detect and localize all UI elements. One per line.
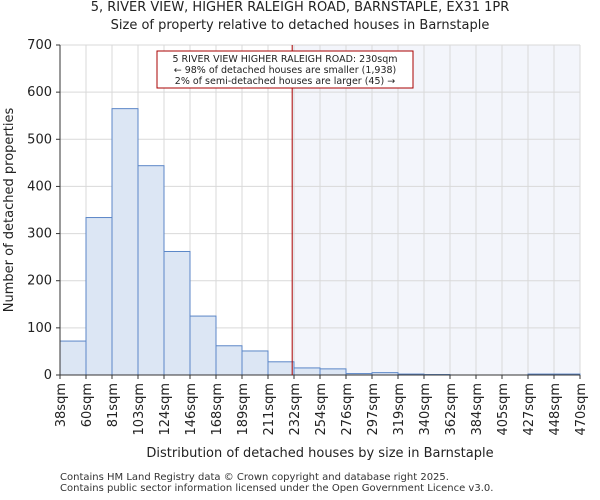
annotation-box — [156, 50, 414, 89]
x-tick-label: 427sqm — [522, 383, 537, 436]
x-tick-label: 232sqm — [288, 383, 303, 436]
x-tick-label: 319sqm — [392, 383, 407, 436]
y-tick-label: 400 — [27, 179, 52, 194]
x-tick-label: 297sqm — [366, 383, 381, 436]
y-axis-label: Number of detached properties — [2, 108, 17, 313]
histogram-bar — [319, 368, 347, 376]
x-tick-label: 103sqm — [132, 383, 147, 436]
x-tick-label: 38sqm — [54, 383, 69, 427]
histogram-bar — [215, 345, 243, 376]
x-tick-label: 168sqm — [210, 383, 225, 436]
x-tick-label: 81sqm — [106, 383, 121, 427]
y-tick-label: 600 — [27, 85, 52, 100]
y-tick-label: 300 — [27, 227, 52, 242]
x-tick-label: 146sqm — [184, 383, 199, 436]
x-tick-label: 362sqm — [444, 383, 459, 436]
chart-title: 5, RIVER VIEW, HIGHER RALEIGH ROAD, BARN… — [90, 0, 510, 15]
x-tick-label: 124sqm — [158, 383, 173, 436]
histogram-bar — [189, 315, 217, 376]
footer-line-2: Contains public sector information licen… — [60, 483, 494, 494]
larger-region-shade — [292, 45, 580, 375]
histogram-bar — [59, 340, 87, 376]
annotation-line-1: 5 RIVER VIEW HIGHER RALEIGH ROAD: 230sqm — [172, 54, 397, 65]
histogram-bar — [137, 165, 165, 376]
chart-subtitle: Size of property relative to detached ho… — [110, 18, 490, 33]
histogram-bar — [85, 217, 113, 376]
x-axis-label: Distribution of detached houses by size … — [146, 446, 493, 461]
annotation-line-3: 2% of semi-detached houses are larger (4… — [175, 76, 395, 87]
footer-line-1: Contains HM Land Registry data © Crown c… — [60, 472, 449, 483]
y-tick-label: 700 — [27, 38, 52, 53]
x-tick-label: 448sqm — [548, 383, 563, 436]
x-tick-label: 189sqm — [236, 383, 251, 436]
histogram-bar — [267, 361, 295, 376]
x-tick-label: 405sqm — [496, 383, 511, 436]
x-tick-label: 254sqm — [314, 383, 329, 436]
annotation-line-2: ← 98% of detached houses are smaller (1,… — [174, 65, 397, 76]
x-tick-label: 384sqm — [470, 383, 485, 436]
x-tick-label: 340sqm — [418, 383, 433, 436]
y-tick-label: 500 — [27, 132, 52, 147]
x-tick-label: 470sqm — [574, 383, 589, 436]
y-tick-label: 100 — [27, 321, 52, 336]
y-tick-label: 0 — [44, 368, 52, 383]
y-tick-label: 200 — [27, 274, 52, 289]
x-tick-label: 60sqm — [80, 383, 95, 427]
x-tick-label: 211sqm — [262, 383, 277, 436]
histogram-bar — [293, 367, 321, 376]
x-tick-label: 276sqm — [340, 383, 355, 436]
histogram-bar — [163, 250, 191, 376]
histogram-bar — [241, 350, 269, 376]
histogram-bar — [111, 108, 139, 376]
